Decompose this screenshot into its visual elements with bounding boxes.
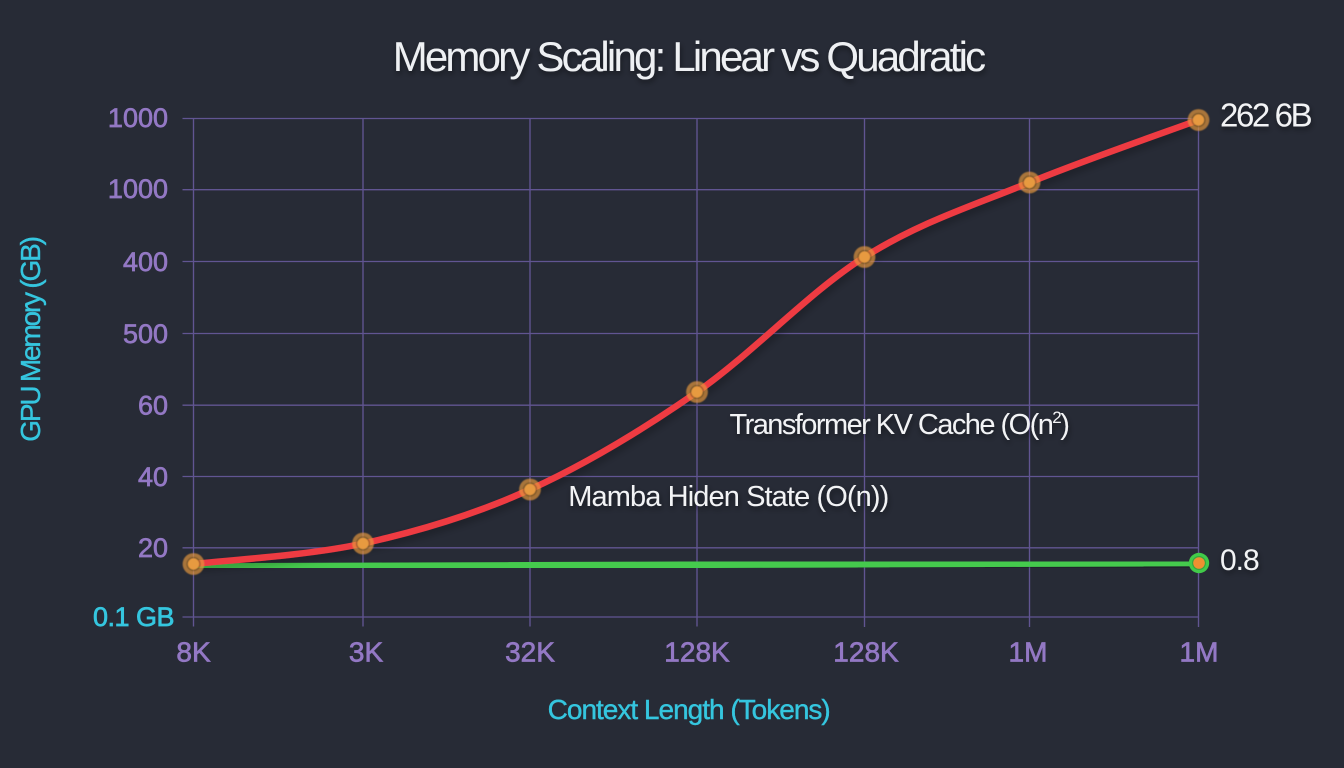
- svg-text:60: 60: [138, 391, 168, 421]
- svg-text:Context Length (Tokens): Context Length (Tokens): [548, 694, 830, 725]
- svg-text:1000: 1000: [108, 103, 168, 133]
- svg-text:128K: 128K: [833, 637, 899, 668]
- svg-text:40: 40: [138, 462, 168, 492]
- svg-text:0.1 GB: 0.1 GB: [93, 602, 174, 632]
- svg-text:1M: 1M: [1180, 637, 1219, 668]
- svg-text:20: 20: [138, 533, 168, 563]
- svg-text:128K: 128K: [664, 637, 730, 668]
- svg-text:GPU Memory (GB): GPU Memory (GB): [15, 237, 46, 441]
- svg-text:8K: 8K: [176, 637, 211, 668]
- svg-text:1M: 1M: [1009, 637, 1048, 668]
- svg-text:1000: 1000: [108, 174, 168, 204]
- svg-text:Transformer KV Cache (O(n2): Transformer KV Cache (O(n2): [730, 408, 1069, 441]
- svg-text:262 6B: 262 6B: [1220, 97, 1312, 134]
- svg-text:Mamba Hiden State (O(n)): Mamba Hiden State (O(n)): [568, 481, 888, 513]
- svg-text:500: 500: [123, 319, 168, 349]
- svg-text:0.8: 0.8: [1220, 544, 1259, 577]
- svg-text:3K: 3K: [349, 637, 384, 668]
- svg-text:Memory Scaling: Linear vs Quad: Memory Scaling: Linear vs Quadratic: [393, 33, 985, 80]
- svg-text:400: 400: [123, 247, 168, 277]
- svg-text:32K: 32K: [505, 637, 555, 668]
